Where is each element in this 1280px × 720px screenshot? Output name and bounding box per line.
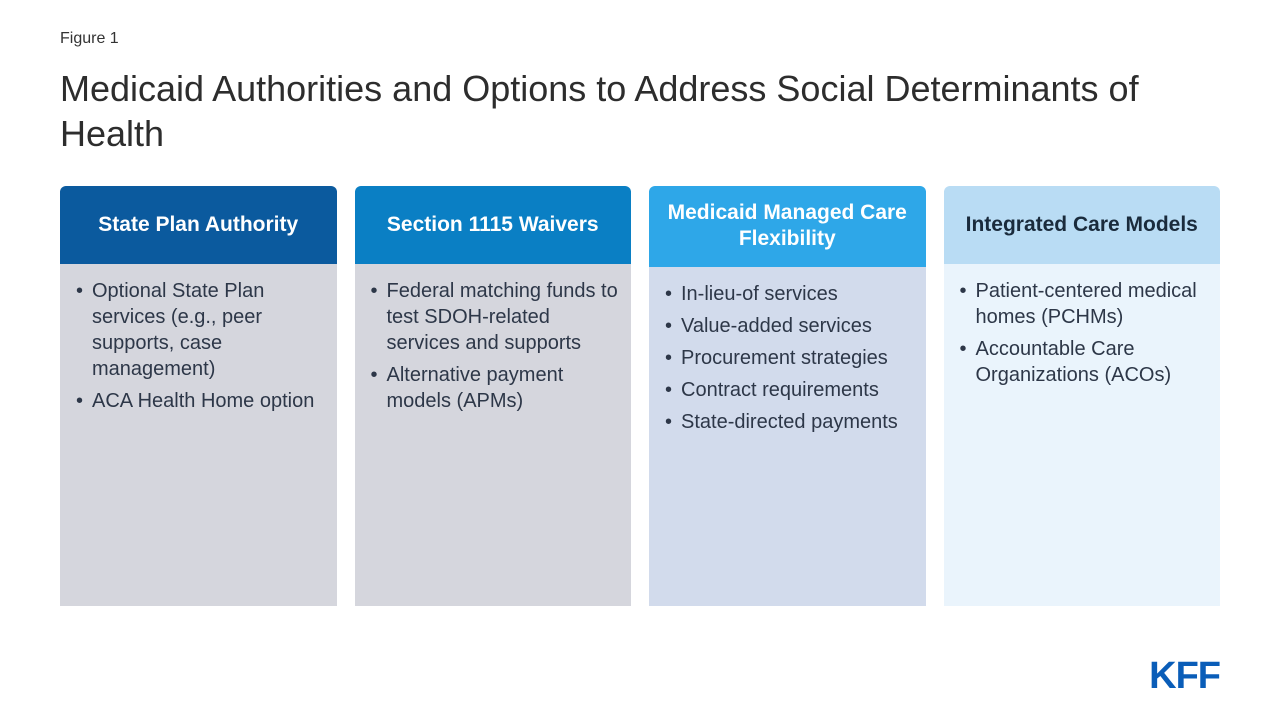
list-item: Contract requirements bbox=[661, 377, 916, 403]
column-medicaid-managed-care: Medicaid Managed Care Flexibility In-lie… bbox=[649, 186, 926, 606]
columns-container: State Plan Authority Optional State Plan… bbox=[60, 186, 1220, 606]
bullet-list: Patient-centered medical homes (PCHMs) A… bbox=[956, 278, 1211, 388]
column-body: In-lieu-of services Value-added services… bbox=[649, 267, 926, 607]
list-item: Value-added services bbox=[661, 313, 916, 339]
list-item: Procurement strategies bbox=[661, 345, 916, 371]
column-header: State Plan Authority bbox=[60, 186, 337, 264]
bullet-list: In-lieu-of services Value-added services… bbox=[661, 281, 916, 435]
list-item: Patient-centered medical homes (PCHMs) bbox=[956, 278, 1211, 330]
list-item: Accountable Care Organizations (ACOs) bbox=[956, 336, 1211, 388]
figure-label: Figure 1 bbox=[60, 30, 1220, 48]
column-header: Medicaid Managed Care Flexibility bbox=[649, 186, 926, 267]
column-body: Federal matching funds to test SDOH-rela… bbox=[355, 264, 632, 606]
kff-logo: KFF bbox=[1149, 655, 1220, 698]
column-state-plan-authority: State Plan Authority Optional State Plan… bbox=[60, 186, 337, 606]
column-header: Section 1115 Waivers bbox=[355, 186, 632, 264]
column-body: Optional State Plan services (e.g., peer… bbox=[60, 264, 337, 606]
column-header: Integrated Care Models bbox=[944, 186, 1221, 264]
column-integrated-care-models: Integrated Care Models Patient-centered … bbox=[944, 186, 1221, 606]
list-item: Optional State Plan services (e.g., peer… bbox=[72, 278, 327, 382]
list-item: Alternative payment models (APMs) bbox=[367, 362, 622, 414]
list-item: Federal matching funds to test SDOH-rela… bbox=[367, 278, 622, 356]
list-item: State-directed payments bbox=[661, 409, 916, 435]
list-item: In-lieu-of services bbox=[661, 281, 916, 307]
column-section-1115-waivers: Section 1115 Waivers Federal matching fu… bbox=[355, 186, 632, 606]
bullet-list: Federal matching funds to test SDOH-rela… bbox=[367, 278, 622, 414]
list-item: ACA Health Home option bbox=[72, 388, 327, 414]
bullet-list: Optional State Plan services (e.g., peer… bbox=[72, 278, 327, 414]
column-body: Patient-centered medical homes (PCHMs) A… bbox=[944, 264, 1221, 606]
page-title: Medicaid Authorities and Options to Addr… bbox=[60, 66, 1220, 156]
